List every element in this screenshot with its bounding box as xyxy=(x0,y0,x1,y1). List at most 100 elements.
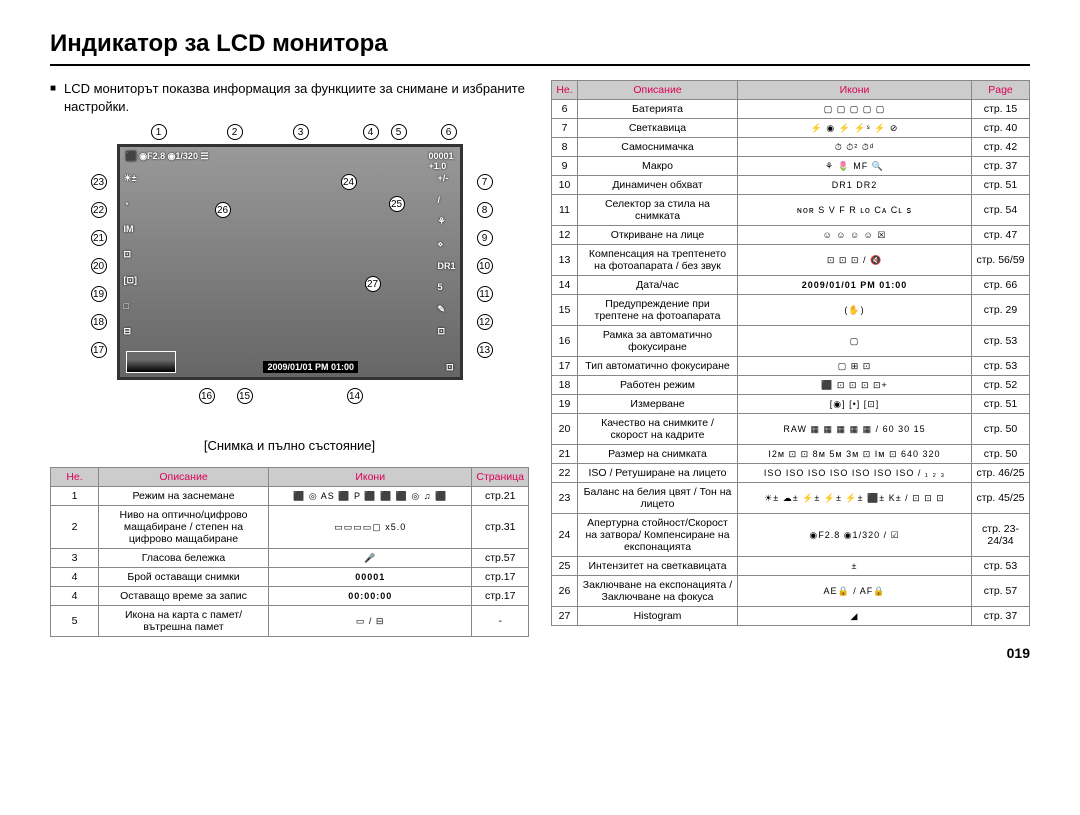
table-cell: стр. 53 xyxy=(972,557,1030,576)
table-cell: Заключване на експонацията / Заключване … xyxy=(578,576,738,607)
table-cell: 🎤 xyxy=(269,549,472,568)
table-cell: стр. 51 xyxy=(972,176,1030,195)
table-cell: 11 xyxy=(552,195,578,226)
table-cell: стр. 52 xyxy=(972,376,1030,395)
table-cell: Динамичен обхват xyxy=(578,176,738,195)
table-cell: стр.17 xyxy=(472,568,529,587)
table-row: 24Апертурна стойност/Скорост на затвора/… xyxy=(552,514,1030,557)
callout-3: 3 xyxy=(293,124,309,140)
table-cell: стр. 53 xyxy=(972,326,1030,357)
table-cell: ± xyxy=(738,557,972,576)
table-row: 23Баланс на белия цвят / Тон на лицето☀±… xyxy=(552,483,1030,514)
table-row: 12Откриване на лице☺ ☺ ☺ ☺ ☒стр. 47 xyxy=(552,226,1030,245)
table-cell: ɴᴏʀ S V F R ʟᴏ Cᴀ Cʟ ꜱ xyxy=(738,195,972,226)
table-row: 14Дата/час2009/01/01 PM 01:00стр. 66 xyxy=(552,276,1030,295)
table-cell: 2 xyxy=(51,506,99,549)
table-row: 26Заключване на експонацията / Заключван… xyxy=(552,576,1030,607)
table-cell: 23 xyxy=(552,483,578,514)
table-cell: 18 xyxy=(552,376,578,395)
table-row: 18Работен режим⬛ ⊡ ⊡ ⊡ ⊡+стр. 52 xyxy=(552,376,1030,395)
callout-20: 20 xyxy=(91,258,107,274)
table-row: 6Батерията▢ ▢ ▢ ▢ ▢стр. 15 xyxy=(552,100,1030,119)
table-row: 8Самоснимачка⏱ ⏱² ⏱ᵈстр. 42 xyxy=(552,138,1030,157)
table-cell: 14 xyxy=(552,276,578,295)
table-cell: стр.31 xyxy=(472,506,529,549)
table-cell: стр. 29 xyxy=(972,295,1030,326)
table-header: Не. xyxy=(552,81,578,100)
table-cell: Оставащо време за запис xyxy=(99,587,269,606)
table-cell: стр.21 xyxy=(472,487,529,506)
callout-21: 21 xyxy=(91,230,107,246)
table-cell: 1 xyxy=(51,487,99,506)
table-row: 16Рамка за автоматично фокусиране▢стр. 5… xyxy=(552,326,1030,357)
table-row: 25Интензитет на светкавицата±стр. 53 xyxy=(552,557,1030,576)
overlay-right: +/-/⚘⋄DR15✎⊡ xyxy=(437,173,455,337)
table-cell: Брой оставащи снимки xyxy=(99,568,269,587)
table-cell: стр. 66 xyxy=(972,276,1030,295)
table-cell: Режим на заснемане xyxy=(99,487,269,506)
table-cell: стр.57 xyxy=(472,549,529,568)
overlay-bottom: 2009/01/01 PM 01:00 ⊡ xyxy=(126,351,454,373)
callout-23: 23 xyxy=(91,174,107,190)
table-cell: 17 xyxy=(552,357,578,376)
table-row: 3Гласова бележка🎤стр.57 xyxy=(51,549,529,568)
table-row: 9Макро⚘ 🌷 MF 🔍стр. 37 xyxy=(552,157,1030,176)
table-cell: Тип автоматично фокусиране xyxy=(578,357,738,376)
table-cell: 24 xyxy=(552,514,578,557)
ov-top-left: ⬛ ◉F2.8 ◉1/320 ☰ xyxy=(126,151,209,171)
table-cell: 5 xyxy=(51,606,99,637)
table-cell: стр. 54 xyxy=(972,195,1030,226)
intro-text: LCD мониторът показва информация за функ… xyxy=(50,80,529,116)
table-cell: Компенсация на трептенето на фотоапарата… xyxy=(578,245,738,276)
table-cell: ▢ ⊞ ⊡ xyxy=(738,357,972,376)
table-header: Икони xyxy=(738,81,972,100)
table-cell: Икона на карта с памет/ вътрешна памет xyxy=(99,606,269,637)
ov-icon: ⊡ xyxy=(446,362,454,373)
page-number: 019 xyxy=(50,645,1030,661)
table-cell: стр. 37 xyxy=(972,607,1030,626)
callout-19: 19 xyxy=(91,286,107,302)
table-cell: ◢ xyxy=(738,607,972,626)
table-cell: DR1 DR2 xyxy=(738,176,972,195)
table-cell: стр. 56/59 xyxy=(972,245,1030,276)
callout-26: 26 xyxy=(215,202,231,218)
table-cell: Дата/час xyxy=(578,276,738,295)
callout-14: 14 xyxy=(347,388,363,404)
table-row: 2Ниво на оптично/цифрово мащабиране / ст… xyxy=(51,506,529,549)
table-cell: стр. 51 xyxy=(972,395,1030,414)
table-cell: ⬛ ⊡ ⊡ ⊡ ⊡+ xyxy=(738,376,972,395)
table-cell: 12 xyxy=(552,226,578,245)
table-cell: стр. 57 xyxy=(972,576,1030,607)
table-cell: стр. 23-24/34 xyxy=(972,514,1030,557)
table-cell: Гласова бележка xyxy=(99,549,269,568)
table-cell: 13 xyxy=(552,245,578,276)
callout-6: 6 xyxy=(441,124,457,140)
table-row: 5Икона на карта с памет/ вътрешна памет▭… xyxy=(51,606,529,637)
table-cell: стр. 42 xyxy=(972,138,1030,157)
table-header: Страница xyxy=(472,468,529,487)
callout-1: 1 xyxy=(151,124,167,140)
table-cell: стр. 40 xyxy=(972,119,1030,138)
page-title: Индикатор за LCD монитора xyxy=(50,30,1030,66)
table-cell: ⊡ ⊡ ⊡ / 🔇 xyxy=(738,245,972,276)
table-cell: 19 xyxy=(552,395,578,414)
ov-top-right: 00001+1.0 xyxy=(428,151,453,171)
table-cell: 6 xyxy=(552,100,578,119)
ov-histogram xyxy=(126,351,176,373)
table-cell: ☺ ☺ ☺ ☺ ☒ xyxy=(738,226,972,245)
overlay-top: ⬛ ◉F2.8 ◉1/320 ☰ 00001+1.0 xyxy=(126,151,454,171)
callout-15: 15 xyxy=(237,388,253,404)
table-cell: Самоснимачка xyxy=(578,138,738,157)
table-cell: AE🔒 / AF🔒 xyxy=(738,576,972,607)
table-cell: 26 xyxy=(552,576,578,607)
table-cell: 7 xyxy=(552,119,578,138)
lcd-caption: [Снимка и пълно състояние] xyxy=(50,438,529,453)
table-cell: стр. 46/25 xyxy=(972,464,1030,483)
table-cell: Размер на снимката xyxy=(578,445,738,464)
callout-10: 10 xyxy=(477,258,493,274)
right-table: Не.ОписаниеИкониPage 6Батерията▢ ▢ ▢ ▢ ▢… xyxy=(551,80,1030,626)
table-cell: (✋) xyxy=(738,295,972,326)
two-column-layout: LCD мониторът показва информация за функ… xyxy=(50,80,1030,637)
table-cell: 16 xyxy=(552,326,578,357)
callout-13: 13 xyxy=(477,342,493,358)
